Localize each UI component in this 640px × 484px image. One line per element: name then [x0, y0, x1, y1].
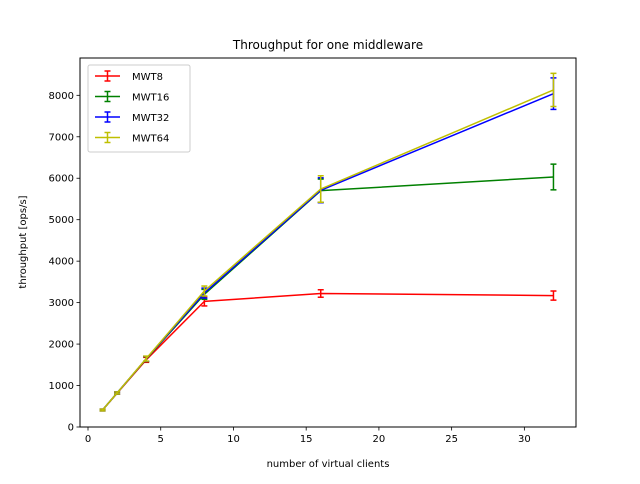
legend: MWT8 MWT16 MWT32 MWT64 — [88, 65, 190, 152]
y-tick-label: 6000 — [49, 174, 74, 185]
y-tick-label: 5000 — [49, 215, 74, 226]
y-tick-label: 8000 — [49, 91, 74, 102]
y-tick-label: 4000 — [49, 257, 74, 268]
x-tick-label: 20 — [373, 434, 386, 445]
x-tick-label: 0 — [85, 434, 91, 445]
x-tick-label: 25 — [445, 434, 458, 445]
y-tick-label: 7000 — [49, 132, 74, 143]
x-tick-label: 30 — [518, 434, 531, 445]
y-axis-label: throughput [ops/s] — [18, 195, 29, 288]
y-tick-label: 1000 — [49, 381, 74, 392]
y-tick-label: 3000 — [49, 298, 74, 309]
legend-label: MWT16 — [132, 93, 169, 104]
x-tick-label: 5 — [158, 434, 164, 445]
legend-label: MWT8 — [132, 72, 163, 83]
y-tick-label: 2000 — [49, 340, 74, 351]
legend-label: MWT64 — [132, 134, 169, 145]
chart-title: Throughput for one middleware — [232, 38, 423, 52]
x-axis-label: number of virtual clients — [267, 459, 390, 470]
x-tick-label: 15 — [300, 434, 313, 445]
y-tick-label: 0 — [68, 423, 74, 434]
x-tick-label: 10 — [227, 434, 240, 445]
legend-label: MWT32 — [132, 113, 169, 124]
